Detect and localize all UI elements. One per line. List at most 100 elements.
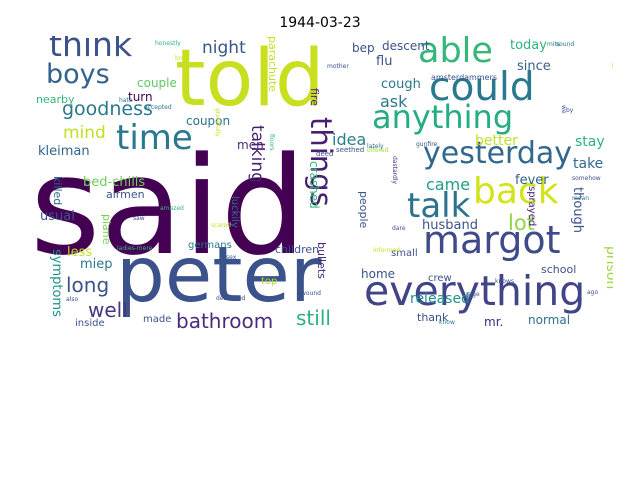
- word-ladies-mere: ladies-mere: [117, 245, 153, 252]
- word-peter: peter: [116, 231, 322, 320]
- word-usual: usual: [40, 209, 75, 224]
- word-take: take: [573, 156, 604, 172]
- word-talking: talking: [247, 125, 267, 183]
- word-descent: descent: [382, 39, 430, 53]
- word-stay: stay: [575, 134, 605, 150]
- word-home: home: [361, 267, 396, 281]
- word-inside: inside: [75, 318, 105, 329]
- word-less: less: [67, 245, 93, 260]
- word-top: top: [261, 276, 278, 287]
- chart-title: 1944-03-23: [279, 15, 361, 31]
- word-seethed: seethed: [336, 146, 365, 154]
- word-sound: sound: [556, 41, 575, 48]
- word-men: men: [237, 138, 264, 152]
- word-said: said: [36, 128, 307, 285]
- word-cloud: said told peter everything margot yesterday ba…: [36, 36, 613, 333]
- word-cough: cough: [381, 77, 421, 92]
- word-scared: scared: [211, 222, 231, 229]
- word-thank: thank: [417, 311, 449, 324]
- word-prison: prison: [603, 246, 613, 290]
- word-anything: anything: [372, 98, 514, 136]
- word-made: made: [143, 314, 172, 325]
- word-knows: knows: [495, 278, 514, 285]
- word-somehow: somehow: [572, 175, 601, 182]
- word-people: people: [357, 191, 370, 229]
- word-still: still: [296, 306, 331, 330]
- word-released: released: [410, 291, 470, 307]
- word-offered: offered: [367, 147, 389, 154]
- word-couple: couple: [137, 76, 177, 90]
- word-told: told: [175, 36, 325, 124]
- word-children: children: [275, 243, 320, 256]
- word-hate: hate: [119, 97, 133, 104]
- word-parachute: parachute: [266, 36, 279, 93]
- word-school: school: [541, 263, 577, 276]
- word-goodness: goodness: [62, 98, 153, 120]
- word-amazed: amazed: [160, 205, 184, 212]
- word-lot: lot: [508, 211, 535, 235]
- word-mits: mits: [547, 41, 560, 48]
- word-ask: ask: [380, 92, 408, 111]
- word-accepted: accepted: [144, 104, 172, 111]
- word-gunfire: gunfire: [416, 141, 438, 148]
- word-since: since: [517, 59, 551, 74]
- word-honestly: honestly: [155, 40, 181, 47]
- word-sex: sex: [226, 254, 237, 261]
- word-turn: turn: [128, 90, 153, 104]
- word-crew: crew: [428, 273, 452, 284]
- word-mind: mind: [63, 123, 106, 143]
- word-flu: flu: [376, 54, 393, 69]
- word-symptoms: symptoms: [49, 249, 64, 317]
- word-lately: lately: [367, 143, 384, 150]
- word-ago: ago: [587, 289, 599, 296]
- word-gratefully: gratefully: [214, 108, 221, 137]
- word-talk: talk: [407, 186, 471, 226]
- word-tell: tell: [603, 36, 613, 99]
- word-miep: miep: [80, 257, 113, 272]
- word-today: today: [510, 38, 547, 53]
- word-mr: mr.: [484, 315, 504, 329]
- word-mother: mother: [327, 63, 349, 70]
- word-crashed: crashed: [307, 161, 321, 209]
- word-bullets: bullets: [315, 242, 328, 279]
- word-husband: husband: [422, 218, 478, 233]
- word-amsterdammers: amsterdammers: [431, 73, 498, 82]
- word-think: think: [49, 36, 133, 64]
- word-long: long: [66, 273, 110, 297]
- word-came: came: [426, 175, 471, 194]
- word-back: back: [473, 171, 559, 212]
- word-floors: floors: [268, 134, 275, 151]
- word-airmen: airmen: [106, 188, 145, 201]
- word-fire: fire: [308, 88, 321, 106]
- word-small: small: [391, 248, 418, 259]
- word-everything: everything: [364, 267, 586, 315]
- word-know: know: [439, 319, 455, 326]
- word-better: better: [475, 133, 518, 149]
- word-bathroom: bathroom: [176, 309, 274, 333]
- word-mean: mean: [572, 195, 590, 202]
- word-kleiman: kleiman: [38, 144, 90, 159]
- word-dare: dare: [392, 225, 406, 232]
- word-deed: deed: [316, 150, 334, 158]
- word-plane: plane: [100, 214, 113, 245]
- word-also: also: [66, 296, 79, 303]
- word-dastardly: dastardly: [391, 156, 398, 185]
- word-idea: idea: [332, 130, 367, 149]
- word-night: night: [202, 38, 246, 58]
- word-nearby: nearby: [36, 93, 75, 106]
- word-yesterday: yesterday: [423, 136, 573, 171]
- word-well: well: [88, 298, 128, 322]
- word-margot: margot: [423, 218, 561, 262]
- word-killed: killed: [51, 176, 64, 206]
- word-bed-chills: bed-chills: [83, 175, 146, 190]
- word-rage: rage: [466, 291, 480, 298]
- word-fever: fever: [515, 173, 549, 188]
- word-saw: saw: [133, 215, 145, 222]
- word-coupon: coupon: [186, 114, 231, 128]
- word-boys: boys: [46, 59, 110, 90]
- word-wound: wound: [301, 290, 321, 297]
- word-normal: normal: [528, 313, 571, 327]
- word-described: described: [216, 295, 246, 302]
- word-sprayed: sprayed: [526, 186, 537, 227]
- word-able: able: [418, 36, 493, 71]
